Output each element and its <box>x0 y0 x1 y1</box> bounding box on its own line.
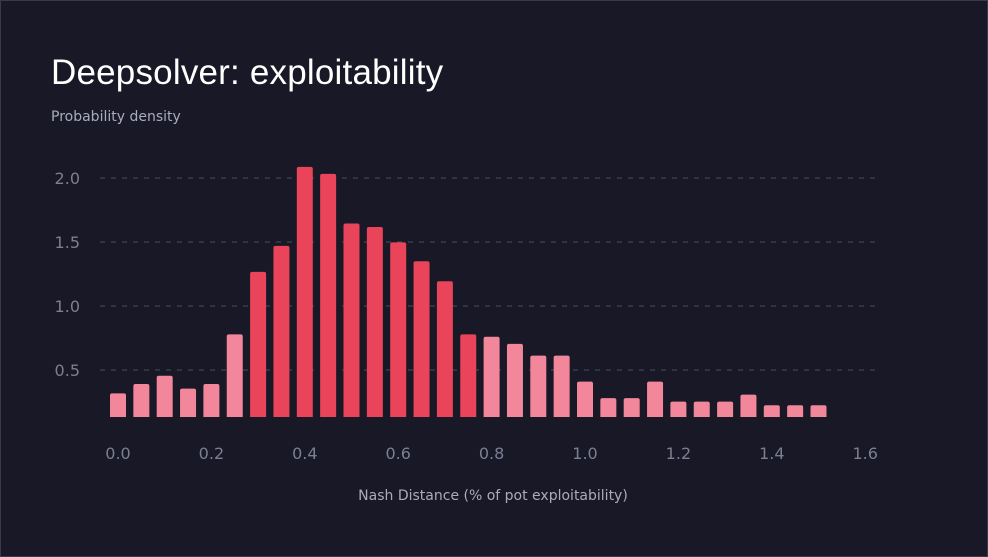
histogram-bar <box>670 401 687 417</box>
histogram-bar <box>577 381 593 417</box>
x-tick-label: 0.0 <box>105 444 130 463</box>
histogram-bar <box>343 223 360 417</box>
histogram-bar <box>226 334 243 417</box>
x-axis-label: Nash Distance (% of pot exploitability) <box>358 488 628 504</box>
histogram-bar <box>530 355 547 417</box>
histogram-bar <box>600 398 617 417</box>
histogram-bar <box>693 401 710 417</box>
histogram-bar <box>320 173 337 417</box>
x-tick-label: 1.6 <box>852 444 877 463</box>
histogram-bar <box>787 405 804 417</box>
histogram-bar <box>740 394 757 417</box>
histogram-bar <box>110 393 126 417</box>
x-tick-label: 1.2 <box>666 444 691 463</box>
y-tick-label: 2.0 <box>55 169 80 188</box>
histogram-bar <box>180 388 197 417</box>
chart-subtitle: Probability density <box>51 109 181 125</box>
y-tick-label: 1.0 <box>55 297 80 316</box>
histogram-bar <box>203 383 220 417</box>
x-tick-label: 0.8 <box>479 444 504 463</box>
histogram-bar <box>763 405 780 417</box>
histogram-bar <box>810 405 827 417</box>
histogram-bar <box>413 261 430 417</box>
chart-title: Deepsolver: exploitability <box>51 53 444 92</box>
histogram-bar <box>553 355 570 417</box>
histogram-bar <box>436 281 453 417</box>
histogram-bar <box>506 343 523 417</box>
bars <box>110 166 827 417</box>
y-tick-label: 1.5 <box>55 233 80 252</box>
y-tick-label: 0.5 <box>55 361 80 380</box>
x-tick-label: 1.4 <box>759 444 784 463</box>
histogram-bar <box>366 227 383 417</box>
histogram-bar <box>133 383 150 417</box>
y-axis-ticks: 0.5 1.0 1.5 2.0 <box>55 169 80 380</box>
histogram-bar <box>273 245 290 417</box>
histogram-bar <box>250 271 267 417</box>
histogram-bar <box>390 242 407 417</box>
x-tick-label: 1.0 <box>572 444 597 463</box>
x-axis-ticks: 0.0 0.2 0.4 0.6 0.8 1.0 1.2 1.4 1.6 <box>105 444 878 463</box>
histogram-bar <box>460 334 477 417</box>
x-tick-label: 0.6 <box>385 444 410 463</box>
histogram-bar <box>156 375 173 417</box>
histogram-bar <box>623 398 640 417</box>
histogram-bar <box>296 166 313 417</box>
x-tick-label: 0.4 <box>292 444 317 463</box>
histogram-bar <box>483 336 500 417</box>
histogram-bar <box>647 381 664 417</box>
histogram-bar <box>717 401 734 417</box>
x-tick-label: 0.2 <box>199 444 224 463</box>
